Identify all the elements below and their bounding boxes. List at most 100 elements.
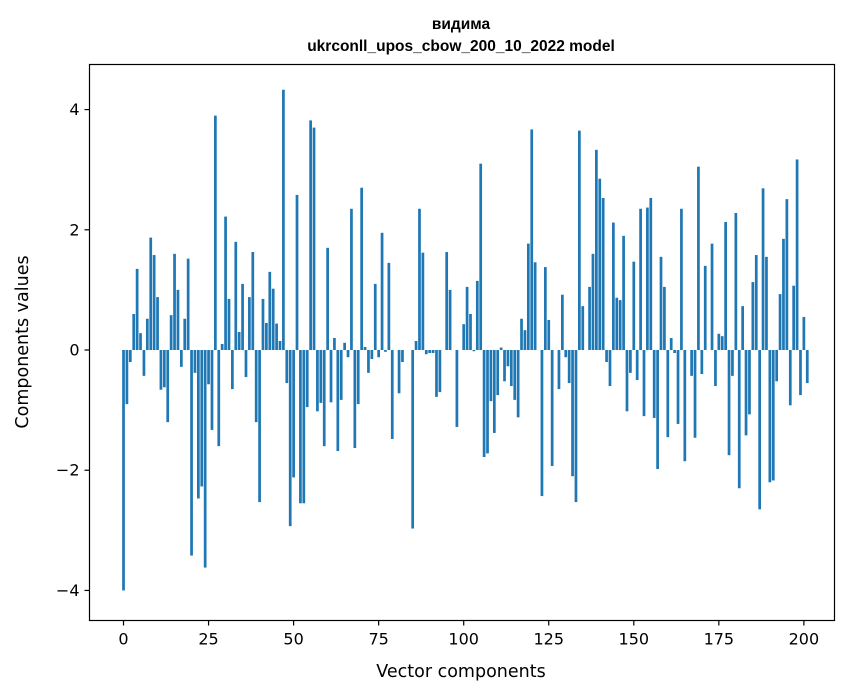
bar <box>595 149 598 351</box>
bar <box>618 300 622 351</box>
bar <box>652 350 656 418</box>
y-tick-label: −4 <box>56 581 80 600</box>
bar <box>635 350 639 381</box>
bar <box>693 350 697 438</box>
y-tick-label: 4 <box>69 100 79 119</box>
bar <box>203 350 207 568</box>
chart-title-line-2: ukrconll_upos_cbow_200_10_2022 model <box>307 38 615 55</box>
x-tick-label: 0 <box>118 630 128 649</box>
bar <box>676 350 680 424</box>
bar <box>275 323 278 351</box>
bar <box>343 342 346 351</box>
bar <box>197 350 200 499</box>
bar <box>132 313 136 351</box>
x-tick-label: 75 <box>368 630 388 649</box>
x-tick-label: 50 <box>283 630 303 649</box>
bar <box>683 350 687 462</box>
bar <box>254 350 258 423</box>
bar <box>748 350 751 415</box>
bar <box>492 350 496 433</box>
bar <box>795 159 799 351</box>
bar <box>578 130 581 351</box>
bar <box>312 127 316 351</box>
bar <box>710 243 714 351</box>
bar <box>159 350 163 390</box>
bar <box>411 350 415 529</box>
bar <box>373 283 377 351</box>
bar <box>758 350 762 510</box>
bar <box>397 350 401 394</box>
bar <box>482 350 486 457</box>
bar <box>367 350 370 373</box>
x-tick-label: 125 <box>533 630 564 649</box>
bar <box>265 322 268 351</box>
bar <box>179 350 183 367</box>
bar <box>292 350 295 478</box>
bar <box>282 89 285 351</box>
bar <box>448 289 452 351</box>
bar <box>591 253 595 351</box>
bar <box>666 350 670 438</box>
bar <box>363 347 367 351</box>
bar <box>142 350 146 376</box>
bar <box>156 297 159 351</box>
bar <box>414 341 418 351</box>
bar <box>782 238 785 351</box>
bar <box>231 350 234 390</box>
bar <box>608 350 612 387</box>
bar <box>169 315 173 351</box>
bar <box>309 120 312 351</box>
bars-group <box>122 89 809 591</box>
bar <box>227 298 231 351</box>
x-tick-label: 175 <box>704 630 735 649</box>
chart-title-line-1: видима <box>432 16 491 33</box>
bar <box>489 350 493 402</box>
bar <box>278 341 282 351</box>
bar <box>431 350 435 354</box>
bar <box>530 129 534 351</box>
bar <box>720 336 724 351</box>
bar <box>224 216 227 351</box>
bar <box>615 297 619 351</box>
bar <box>214 115 217 351</box>
bar <box>625 350 629 412</box>
y-tick-label: 2 <box>69 220 79 239</box>
bar <box>547 319 551 351</box>
bar <box>659 256 663 351</box>
bar <box>523 330 527 351</box>
bar <box>336 350 340 451</box>
bar <box>285 350 289 384</box>
bar <box>261 298 265 351</box>
bar <box>472 350 476 352</box>
bar <box>805 350 809 384</box>
bar <box>122 350 125 591</box>
bar <box>210 350 214 430</box>
bar <box>581 306 585 351</box>
bar <box>727 350 731 456</box>
bar <box>737 350 741 489</box>
bar <box>377 350 381 358</box>
bar <box>346 350 350 358</box>
bar <box>598 178 602 351</box>
y-tick-label: −2 <box>56 461 80 480</box>
bar <box>649 197 653 351</box>
bar <box>717 333 721 351</box>
bar <box>326 247 329 351</box>
bar <box>778 294 782 351</box>
bar <box>162 350 166 388</box>
bar <box>145 318 149 351</box>
bar <box>428 350 432 354</box>
bar <box>268 271 272 351</box>
bar <box>248 297 251 351</box>
bar <box>771 350 775 481</box>
bar <box>680 208 683 351</box>
bar <box>401 350 404 363</box>
bar <box>384 350 387 352</box>
bar <box>421 252 425 351</box>
bar <box>669 337 673 351</box>
bar <box>244 350 248 378</box>
bar <box>622 235 625 351</box>
bar <box>390 350 394 439</box>
bar <box>785 199 789 351</box>
bar <box>176 289 180 351</box>
